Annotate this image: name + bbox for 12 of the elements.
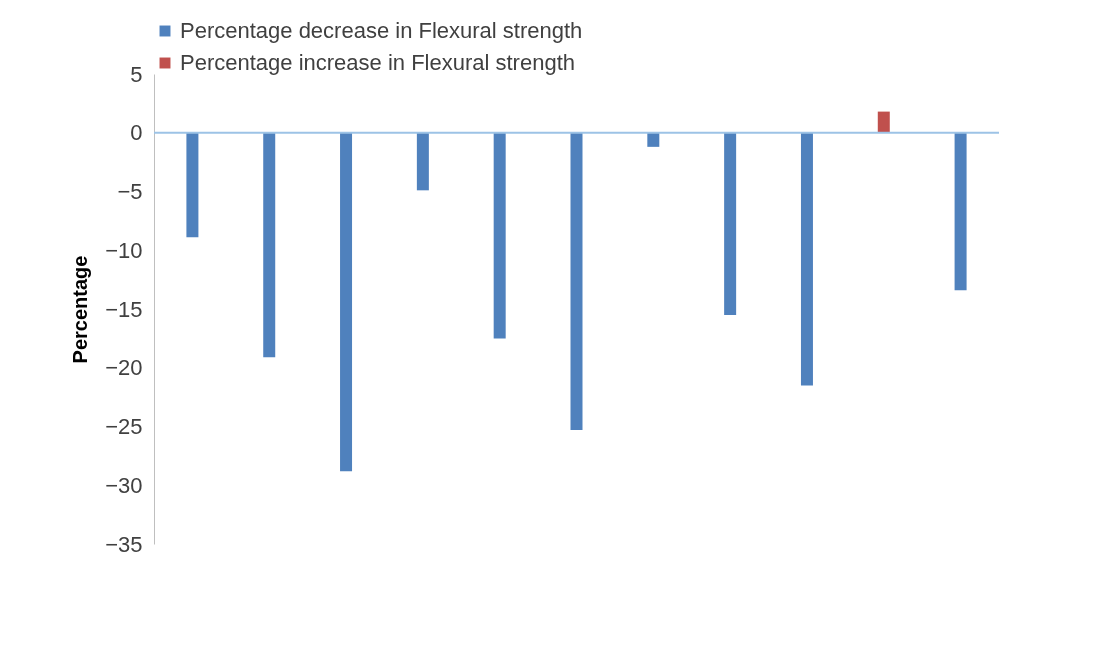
y-tick-label: −10 xyxy=(105,237,143,263)
y-tick-label: −30 xyxy=(105,472,143,498)
y-tick-label: 5 xyxy=(130,61,143,87)
y-axis-title: Percentage xyxy=(69,255,92,364)
legend-label: Percentage decrease in Flexural strength xyxy=(180,18,583,43)
y-tick-label: −15 xyxy=(105,296,143,322)
y-tick-label: −20 xyxy=(105,355,143,381)
y-tick-label: −25 xyxy=(105,414,143,439)
y-tick-label: −35 xyxy=(105,531,143,557)
y-tick-label: 0 xyxy=(130,120,143,146)
y-tick-label: −5 xyxy=(117,179,143,204)
legend-label: Percentage increase in Flexural strength xyxy=(180,50,575,75)
